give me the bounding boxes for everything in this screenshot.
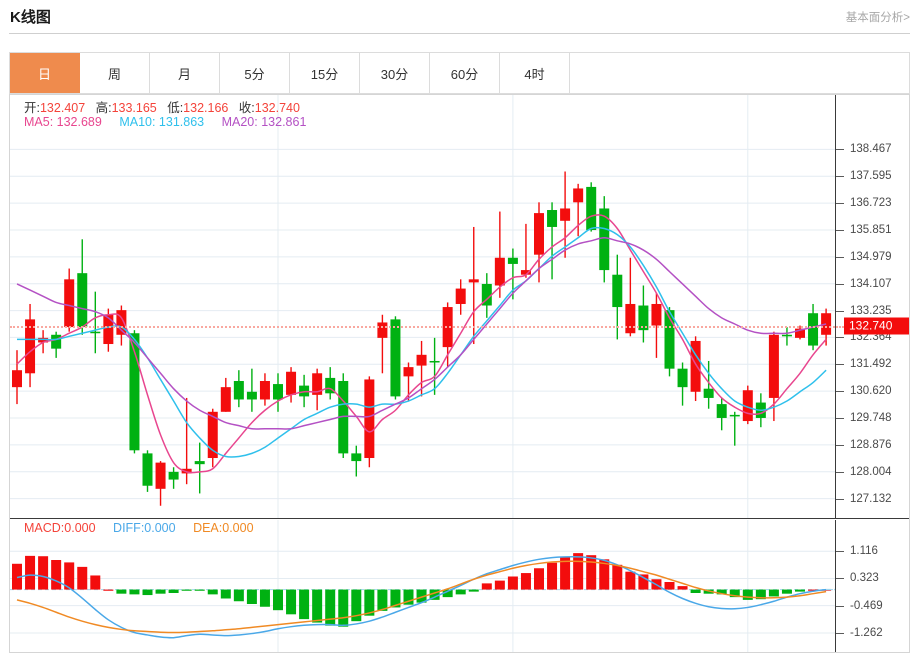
price-axis-label: 128.876 (850, 438, 892, 451)
diff-value-legend: DIFF:0.000 (113, 521, 176, 535)
macd-plot (10, 520, 835, 652)
price-axis-tick (836, 471, 844, 473)
price-axis-tick (836, 498, 844, 500)
price-axis-tick (836, 337, 844, 339)
price-axis-tick (836, 149, 844, 151)
macd-axis-tick (836, 578, 844, 580)
price-axis-tick (836, 283, 844, 285)
fundamental-analysis-link[interactable]: 基本面分析> (845, 12, 910, 24)
current-price-badge: 132.740 (844, 317, 909, 335)
macd-legend: MACD:0.000 DIFF:0.000 DEA:0.000 (24, 521, 268, 535)
current-price-tick (836, 325, 844, 328)
current-price-line (10, 325, 835, 328)
macd-axis-label: 0.323 (850, 572, 879, 585)
tab-7[interactable]: 4时 (500, 53, 570, 93)
tabbar-filler (570, 53, 909, 93)
price-axis-tick (836, 418, 844, 420)
price-axis-label: 135.851 (850, 224, 892, 236)
price-axis-label: 130.620 (850, 385, 892, 398)
low-label: 低: (167, 101, 184, 115)
price-axis-label: 134.979 (850, 250, 892, 263)
price-axis-label: 129.748 (850, 412, 892, 425)
timeframe-tabbar: 日 周 月 5分 15分 30分 60分 4时 (9, 52, 910, 94)
ma20-legend: MA20: 132.861 (221, 115, 307, 129)
moving-average-legend: MA5: 132.689 MA10: 131.863 MA20: 132.861 (24, 115, 320, 129)
price-axis-tick (836, 310, 844, 312)
open-label: 开: (24, 101, 40, 115)
dea-value-legend: DEA:0.000 (193, 521, 254, 535)
tab-label: 4时 (524, 66, 545, 82)
ma10-legend: MA10: 131.863 (119, 115, 205, 129)
price-axis-label: 133.235 (850, 304, 892, 317)
tab-label: 周 (107, 66, 121, 82)
price-axis-tick (836, 391, 844, 393)
ma5-legend: MA5: 132.689 (24, 115, 102, 129)
price-axis-label: 128.004 (850, 465, 892, 478)
tab-6[interactable]: 60分 (430, 53, 500, 93)
macd-axis-label: -1.262 (850, 626, 883, 639)
macd-chart-panel[interactable]: MACD:0.000 DIFF:0.000 DEA:0.000 1.116 0.3… (10, 520, 909, 652)
macd-axis-tick (836, 551, 844, 553)
price-axis-label: 136.723 (850, 197, 892, 210)
header-divider (9, 33, 910, 34)
open-value: 132.407 (39, 101, 86, 115)
price-axis-label: 138.467 (850, 143, 892, 156)
price-axis-tick (836, 203, 844, 205)
tab-label: 30分 (380, 66, 409, 82)
tab-5[interactable]: 30分 (360, 53, 430, 93)
chart-container: 开:132.407 高:133.165 低:132.166 收:132.740 … (9, 94, 910, 653)
tab-label: 15分 (310, 66, 339, 82)
price-axis-tick (836, 256, 844, 258)
price-axis-label: 134.107 (850, 277, 892, 290)
price-chart-panel[interactable]: 开:132.407 高:133.165 低:132.166 收:132.740 … (10, 95, 909, 519)
tab-0[interactable]: 日 (10, 53, 80, 93)
ohlc-legend: 开:132.407 高:133.165 低:132.166 收:132.740 (24, 97, 300, 116)
tab-label: 5分 (244, 66, 265, 82)
macd-value-legend: MACD:0.000 (24, 521, 96, 535)
macd-axis-tick (836, 632, 844, 634)
price-axis-tick (836, 176, 844, 178)
price-axis-tick (836, 230, 844, 231)
price-plot (10, 95, 835, 518)
page-title: K线图 (10, 9, 51, 26)
price-axis-label: 131.492 (850, 358, 892, 371)
macd-axis-divider (835, 520, 836, 652)
tab-1[interactable]: 周 (80, 53, 150, 93)
high-value: 133.165 (111, 101, 157, 115)
macd-axis-tick (836, 605, 844, 607)
price-axis-label: 132.364 (850, 331, 892, 344)
high-label: 高: (95, 101, 112, 115)
price-axis-tick (836, 444, 844, 446)
price-axis-divider (835, 95, 836, 518)
price-axis-tick (836, 364, 844, 366)
price-axis-label: 127.132 (850, 492, 892, 505)
tab-2[interactable]: 月 (150, 53, 220, 93)
close-label: 收: (238, 101, 255, 115)
tab-label: 日 (37, 66, 51, 82)
low-value: 132.166 (183, 101, 229, 115)
close-value: 132.740 (254, 101, 300, 115)
page-header: K线图 基本面分析> (0, 0, 919, 34)
tab-4[interactable]: 15分 (290, 53, 360, 93)
price-axis-label: 137.595 (850, 170, 892, 183)
macd-axis-label: -0.469 (850, 599, 883, 612)
tab-label: 60分 (450, 66, 479, 82)
macd-axis-label: 1.116 (850, 545, 878, 558)
tab-label: 月 (177, 66, 191, 82)
tab-3[interactable]: 5分 (220, 53, 290, 93)
